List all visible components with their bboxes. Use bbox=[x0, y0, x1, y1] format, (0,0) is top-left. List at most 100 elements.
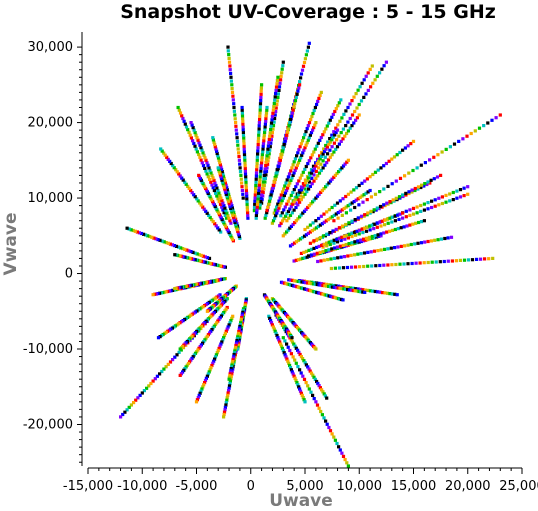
uv-point bbox=[375, 221, 379, 225]
uv-point bbox=[446, 236, 450, 240]
uv-point bbox=[275, 82, 279, 86]
uv-point bbox=[288, 226, 292, 230]
uv-point bbox=[344, 222, 348, 227]
uv-point bbox=[341, 137, 345, 141]
uv-point bbox=[195, 150, 199, 154]
uv-point bbox=[360, 194, 364, 198]
uv-point bbox=[379, 248, 383, 252]
uv-point bbox=[269, 193, 273, 197]
uv-point bbox=[328, 216, 332, 220]
uv-point bbox=[163, 331, 167, 335]
uv-point bbox=[440, 195, 444, 199]
uv-point bbox=[362, 193, 366, 197]
uv-point bbox=[283, 232, 287, 236]
uv-point bbox=[231, 215, 235, 219]
uv-point bbox=[245, 197, 249, 201]
uv-point bbox=[201, 164, 206, 168]
uv-point bbox=[263, 167, 267, 171]
uv-point bbox=[210, 218, 214, 222]
uv-point bbox=[292, 259, 296, 263]
uv-point bbox=[311, 282, 315, 286]
y-axis-label: Vwave bbox=[1, 213, 21, 276]
uv-point bbox=[292, 208, 296, 212]
uv-point bbox=[232, 217, 236, 221]
uv-point bbox=[414, 221, 418, 225]
uv-point bbox=[290, 278, 295, 282]
uv-point bbox=[358, 265, 362, 269]
uv-point bbox=[461, 137, 465, 141]
uv-point bbox=[213, 204, 217, 209]
uv-point bbox=[133, 229, 137, 233]
uv-point bbox=[231, 208, 235, 212]
uv-point bbox=[269, 141, 273, 145]
uv-point bbox=[271, 183, 276, 188]
uv-point bbox=[225, 185, 229, 190]
uv-point bbox=[222, 412, 226, 417]
uv-point bbox=[321, 245, 325, 249]
uv-point bbox=[175, 353, 179, 357]
uv-point bbox=[285, 188, 289, 193]
uv-point bbox=[245, 202, 249, 206]
uv-point bbox=[279, 221, 283, 225]
uv-point bbox=[366, 88, 370, 92]
uv-point bbox=[194, 400, 199, 404]
uv-point bbox=[279, 342, 283, 346]
uv-point bbox=[275, 211, 279, 215]
uv-point bbox=[207, 213, 211, 217]
uv-point bbox=[470, 258, 475, 262]
uv-point bbox=[382, 164, 386, 168]
uv-point bbox=[366, 190, 370, 194]
uv-point bbox=[284, 136, 288, 140]
uv-point bbox=[132, 401, 136, 405]
uv-point bbox=[119, 415, 123, 419]
uv-point bbox=[436, 153, 440, 157]
uv-point bbox=[272, 180, 276, 184]
uv-point bbox=[181, 178, 185, 182]
uv-point bbox=[390, 292, 394, 296]
uv-point bbox=[289, 368, 293, 372]
uv-point bbox=[173, 287, 177, 291]
uv-point bbox=[411, 222, 415, 226]
uv-point bbox=[294, 258, 298, 262]
uv-point bbox=[229, 206, 233, 210]
uv-point bbox=[462, 186, 466, 190]
uv-point bbox=[308, 173, 312, 178]
uv-point bbox=[410, 188, 414, 192]
uv-point bbox=[289, 193, 293, 197]
uv-point bbox=[322, 212, 326, 216]
uv-point bbox=[258, 180, 262, 184]
uv-point bbox=[316, 141, 320, 145]
uv-point bbox=[290, 211, 294, 215]
uv-point bbox=[289, 169, 293, 173]
uv-point bbox=[390, 215, 395, 219]
uv-point bbox=[257, 124, 261, 128]
uv-point bbox=[227, 201, 231, 205]
uv-point bbox=[270, 134, 274, 138]
uv-point bbox=[401, 216, 405, 220]
uv-point bbox=[149, 381, 153, 386]
uv-point bbox=[232, 105, 236, 110]
uv-point bbox=[334, 227, 338, 231]
uv-point bbox=[195, 197, 199, 201]
uv-point bbox=[327, 425, 331, 430]
uv-point bbox=[330, 153, 334, 157]
uv-point bbox=[407, 190, 411, 194]
uv-point bbox=[203, 156, 207, 160]
uv-point bbox=[428, 158, 432, 162]
uv-point bbox=[337, 170, 341, 174]
uv-point bbox=[227, 375, 231, 379]
uv-point bbox=[352, 95, 356, 99]
uv-point bbox=[377, 207, 381, 211]
uv-point bbox=[150, 235, 154, 239]
uv-point bbox=[223, 309, 227, 313]
uv-point bbox=[316, 224, 320, 229]
uv-point bbox=[229, 208, 233, 212]
uv-point bbox=[437, 203, 441, 207]
uv-point bbox=[299, 213, 303, 217]
uv-point bbox=[158, 372, 162, 376]
uv-point bbox=[211, 361, 215, 365]
uv-point bbox=[411, 212, 416, 216]
uv-point bbox=[289, 224, 293, 228]
uv-point bbox=[204, 376, 208, 380]
uv-point bbox=[196, 348, 200, 352]
